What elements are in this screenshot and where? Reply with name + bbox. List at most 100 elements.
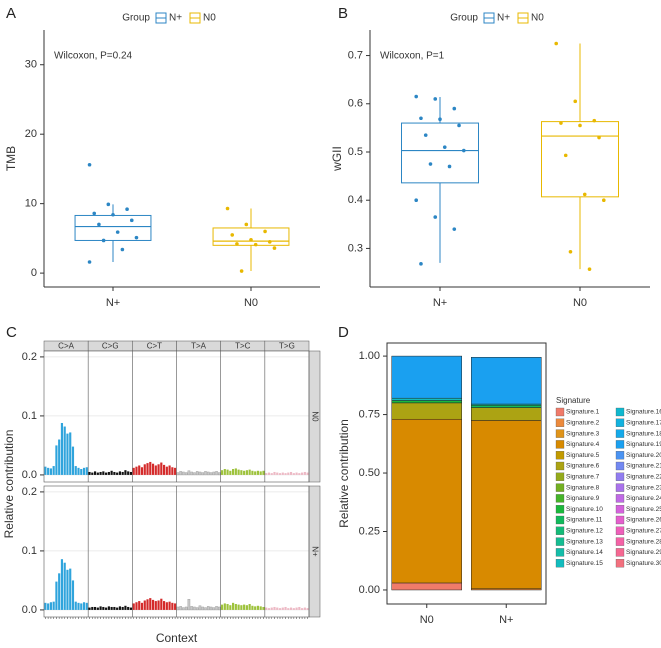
bar	[243, 470, 246, 475]
legend-label: N0	[531, 13, 544, 24]
point	[419, 262, 423, 266]
y-tick-label: 0.4	[348, 194, 363, 206]
bar	[220, 470, 224, 475]
point	[423, 133, 428, 137]
y-axis-label: wGII	[330, 146, 344, 172]
bar	[69, 568, 72, 610]
bar	[171, 602, 174, 610]
bar	[265, 607, 268, 610]
bar	[58, 573, 61, 610]
x-tick-label: N+	[499, 614, 513, 626]
bar	[303, 607, 306, 610]
point	[568, 250, 573, 254]
bar	[151, 463, 155, 475]
bar	[179, 606, 182, 611]
bar	[301, 608, 304, 610]
legend-label: Signature.21	[626, 463, 661, 470]
y-tick-label: 0.00	[359, 584, 380, 596]
legend-key	[615, 472, 625, 481]
bar	[102, 471, 105, 475]
bar	[298, 606, 301, 610]
bar	[118, 471, 121, 475]
legend-key	[555, 451, 565, 460]
bar	[276, 607, 279, 610]
bar	[287, 608, 290, 610]
legend-key	[615, 483, 625, 492]
point	[111, 212, 115, 217]
bar-segment	[391, 397, 462, 401]
bar	[240, 470, 243, 475]
bar	[154, 465, 157, 475]
point	[587, 267, 592, 271]
bar	[138, 601, 141, 610]
point	[442, 145, 447, 149]
legend-label: Signature.25	[626, 506, 661, 513]
bar	[135, 602, 138, 610]
bar	[284, 473, 287, 475]
bar	[301, 472, 304, 475]
bar	[229, 605, 232, 610]
bar	[124, 470, 127, 475]
legend-key	[555, 418, 565, 427]
row-label: N0	[310, 411, 319, 422]
legend-label: Signature.12	[566, 528, 603, 535]
legend-key	[555, 526, 565, 535]
legend-label: Signature.7	[566, 474, 600, 481]
panel-border	[43, 485, 310, 618]
bar	[201, 472, 205, 476]
bar	[146, 599, 149, 610]
y-tick-label: 0.5	[348, 146, 363, 158]
bar	[88, 607, 91, 610]
facet-label: C>A	[58, 342, 74, 351]
legend-label: Signature.20	[626, 452, 661, 459]
point	[559, 121, 563, 125]
bar	[267, 608, 271, 610]
legend-label: Signature.4	[566, 441, 600, 448]
bar	[165, 602, 168, 610]
bar	[184, 606, 188, 611]
bar	[256, 605, 260, 610]
bar	[295, 607, 298, 610]
legend-label: N0	[203, 13, 216, 24]
bar	[287, 472, 290, 475]
bar	[93, 471, 97, 475]
bar	[60, 422, 64, 475]
facet-label: T>C	[235, 342, 251, 351]
bar	[195, 607, 199, 611]
legend-label: Signature.28	[626, 538, 661, 545]
bar	[149, 598, 152, 610]
bar	[91, 606, 94, 610]
bar	[190, 471, 193, 476]
legend-label: Signature.19	[626, 441, 661, 448]
legend-key	[615, 537, 625, 546]
bar	[292, 473, 295, 475]
bar	[278, 608, 282, 610]
legend-key	[615, 461, 625, 471]
point	[414, 94, 419, 99]
point	[433, 215, 438, 219]
bar	[209, 472, 213, 476]
bar	[99, 471, 102, 475]
bar	[215, 606, 218, 611]
legend-title: Group	[122, 13, 150, 24]
point	[272, 246, 277, 250]
box	[74, 214, 152, 241]
x-tick-label: N0	[244, 297, 258, 309]
y-tick-label: 0.3	[348, 242, 363, 254]
bar	[270, 473, 273, 475]
legend-key	[615, 505, 625, 514]
bar	[187, 470, 191, 476]
bar	[306, 472, 309, 475]
bar	[306, 608, 309, 610]
y-tick-label: 0.0	[22, 604, 37, 616]
point	[225, 206, 230, 211]
box	[541, 121, 619, 198]
legend-key	[555, 494, 565, 503]
bar	[85, 602, 88, 610]
legend-label: Signature.30	[626, 560, 661, 567]
bar	[157, 464, 160, 475]
legend-key	[555, 440, 565, 449]
bar	[135, 466, 138, 475]
bar-segment	[391, 582, 462, 591]
